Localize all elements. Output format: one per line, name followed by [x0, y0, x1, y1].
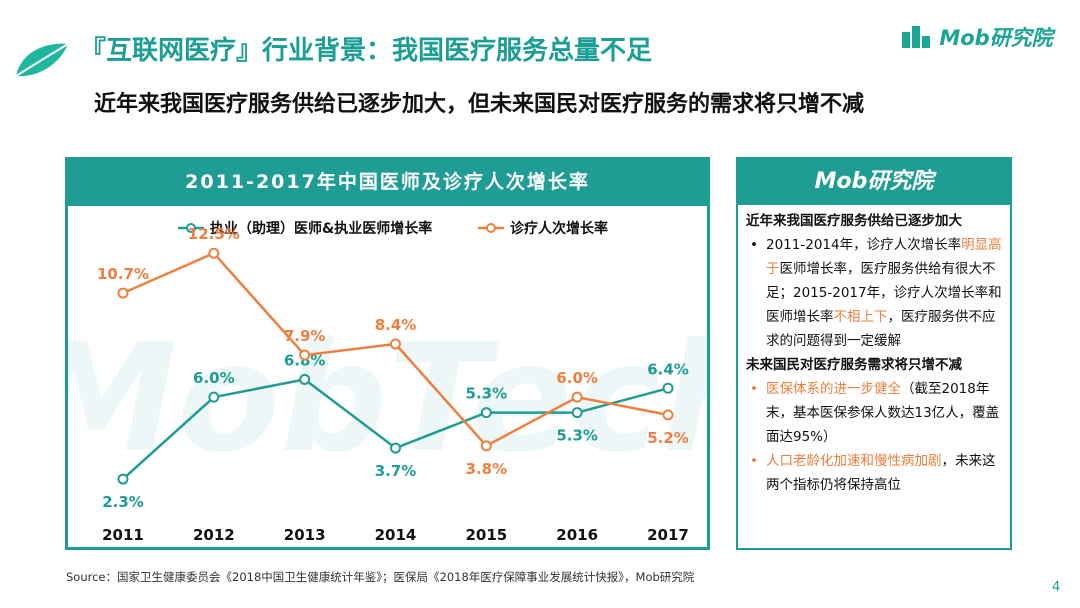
data-point [117, 473, 129, 485]
data-point [208, 391, 220, 403]
data-label: 6.0% [556, 369, 598, 387]
section2-bullet-2: • 人口老龄化加速和慢性病加剧，未来这两个指标仍将保持高位 [746, 449, 1008, 497]
chart-title: 2011-2017年中国医师及诊疗人次增长率 [68, 160, 707, 206]
s1-text-a: 2011-2014年，诊疗人次增长率 [766, 237, 962, 253]
section1-bullet: • 2011-2014年，诊疗人次增长率明显高于医师增长率，医疗服务供给有很大不… [746, 233, 1008, 353]
line-chart: MobTech 执业（助理）医师&执业医师增长率 诊疗人次增长率 2011 2012 20… [68, 220, 707, 544]
data-point [208, 247, 220, 259]
data-label: 5.3% [466, 385, 508, 403]
legend-marker-0 [186, 223, 196, 233]
building-icon [902, 26, 930, 48]
section2-title: 未来国民对医疗服务需求将只增不减 [746, 357, 962, 373]
chart-panel: 2011-2017年中国医师及诊疗人次增长率 MobTech 执业（助理）医师&执… [65, 157, 710, 550]
page-title: 『互联网医疗』行业背景：我国医疗服务总量不足 [80, 36, 653, 66]
data-label: 6.4% [647, 360, 689, 378]
legend-label-1: 诊疗人次增长率 [510, 220, 608, 237]
s2-text-2: ，未来这两个指标仍将保持高位 [766, 453, 996, 493]
bullet-dot: • [750, 381, 758, 397]
data-point [662, 382, 674, 394]
data-label: 2.3% [102, 493, 144, 511]
watermark-text: MobTech [68, 312, 707, 486]
brand-logo: Mob研究院 [902, 22, 1053, 52]
data-label: 8.4% [375, 316, 417, 334]
leaf-logo-icon [15, 43, 69, 77]
data-point [571, 391, 583, 403]
s1-highlight-2: 不相上下 [833, 309, 888, 325]
data-point [117, 287, 129, 299]
data-label: 3.8% [466, 460, 508, 478]
s2-highlight-1: 医保体系的进一步健全 [766, 381, 901, 397]
s1-highlight-1: 明显高于 [766, 237, 1002, 277]
x-tick-label: 2017 [647, 526, 689, 544]
s1-text-b: 医师增长率，医疗服务供给有很大不足；2015-2017年，诊疗人次增长率和医师增… [766, 261, 1002, 325]
legend-marker-1 [486, 223, 496, 233]
data-point [299, 373, 311, 385]
summary-panel: Mob研究院 近年来我国医疗服务供给已逐步加大 • 2011-2014年，诊疗人… [736, 157, 1012, 550]
data-label: 5.2% [647, 429, 689, 447]
data-point [390, 442, 401, 454]
data-point [571, 407, 583, 419]
s2-highlight-2: 人口老龄化加速和慢性病加剧 [766, 453, 942, 469]
summary-header [738, 159, 1010, 205]
brand-text: Mob研究院 [939, 26, 1053, 50]
data-point [390, 338, 401, 350]
data-label: 12.5% [188, 225, 240, 243]
data-label: 10.7% [97, 265, 149, 283]
data-label: 5.3% [556, 427, 598, 445]
data-point [299, 349, 311, 361]
source-note: Source：国家卫生健康委员会《2018中国卫生健康统计年鉴》；医保局《201… [66, 570, 695, 584]
summary-logo: Mob研究院 [814, 169, 934, 194]
x-tick-label: 2015 [465, 526, 507, 544]
s2-text-1: （截至2018年末，基本医保参保人数达13亿人，覆盖面达95%） [766, 381, 1000, 445]
data-point [480, 440, 492, 452]
bullet-dot: • [750, 237, 758, 253]
data-label: 3.7% [375, 462, 417, 480]
data-label: 7.9% [284, 327, 326, 345]
x-tick-label: 2014 [375, 526, 417, 544]
bullet-dot: • [750, 453, 758, 469]
s1-text-c: ，医疗服务供不应求的问题得到一定缓解 [766, 309, 996, 349]
data-label: 6.0% [193, 369, 235, 387]
data-point [662, 409, 674, 421]
section1-title: 近年来我国医疗服务供给已逐步加大 [746, 213, 962, 229]
section2-bullet-1: • 医保体系的进一步健全（截至2018年末，基本医保参保人数达13亿人，覆盖面达… [746, 377, 1008, 449]
data-point [480, 407, 492, 419]
x-tick-label: 2016 [556, 526, 598, 544]
x-tick-label: 2011 [102, 526, 144, 544]
summary-body: 近年来我国医疗服务供给已逐步加大 • 2011-2014年，诊疗人次增长率明显高… [746, 209, 1008, 497]
legend-label-0: 执业（助理）医师&执业医师增长率 [210, 220, 432, 237]
page-subtitle: 近年来我国医疗服务供给已逐步加大，但未来国民对医疗服务的需求将只增不减 [94, 92, 865, 117]
x-tick-label: 2013 [284, 526, 326, 544]
x-tick-label: 2012 [193, 526, 235, 544]
page-number: 4 [1052, 580, 1061, 595]
